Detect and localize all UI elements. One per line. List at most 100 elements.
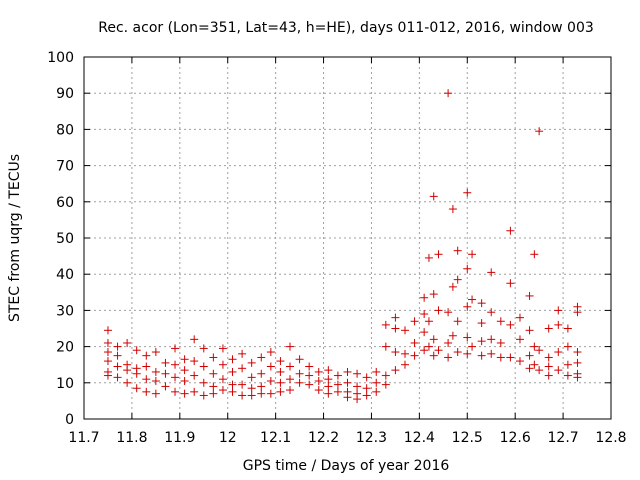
data-point <box>563 371 572 380</box>
data-point <box>525 326 534 335</box>
data-point <box>238 349 247 358</box>
data-point <box>209 353 218 362</box>
y-tick-label: 100 <box>47 50 74 66</box>
data-point <box>372 387 381 396</box>
data-point <box>420 293 429 302</box>
data-point <box>554 306 563 315</box>
x-tick-label: 12.7 <box>548 430 579 446</box>
data-point <box>535 366 544 375</box>
data-point <box>333 387 342 396</box>
data-point <box>190 335 199 344</box>
data-point <box>324 389 333 398</box>
data-point <box>257 382 266 391</box>
data-point <box>276 357 285 366</box>
data-point <box>171 387 180 396</box>
x-tick-label: 11.7 <box>68 430 99 446</box>
data-point <box>142 351 151 360</box>
data-point <box>209 389 218 398</box>
data-point <box>463 333 472 342</box>
data-point <box>372 378 381 387</box>
data-point <box>218 360 227 369</box>
data-point <box>477 337 486 346</box>
data-point <box>238 380 247 389</box>
x-tick-label: 12.8 <box>595 430 626 446</box>
data-point <box>554 320 563 329</box>
data-point <box>453 317 462 326</box>
data-point <box>151 389 160 398</box>
data-point <box>295 378 304 387</box>
x-tick-label: 12.3 <box>356 430 387 446</box>
data-point <box>324 366 333 375</box>
data-point <box>353 382 362 391</box>
data-point <box>190 371 199 380</box>
data-point <box>448 331 457 340</box>
data-point <box>199 378 208 387</box>
data-point <box>314 386 323 395</box>
data-point <box>324 375 333 384</box>
data-point <box>276 387 285 396</box>
data-point <box>151 348 160 357</box>
data-point <box>444 308 453 317</box>
data-point <box>247 391 256 400</box>
data-point <box>228 355 237 364</box>
data-point <box>218 386 227 395</box>
data-point <box>123 366 132 375</box>
data-point <box>247 373 256 382</box>
data-point <box>142 387 151 396</box>
data-point <box>142 375 151 384</box>
data-point <box>487 349 496 358</box>
y-tick-label: 40 <box>56 267 74 283</box>
data-point <box>333 380 342 389</box>
data-point <box>266 389 275 398</box>
data-point <box>506 279 515 288</box>
data-point <box>190 387 199 396</box>
data-point <box>238 391 247 400</box>
data-point <box>477 299 486 308</box>
y-tick-label: 0 <box>65 412 74 428</box>
data-point <box>381 371 390 380</box>
y-tick-label: 20 <box>56 340 74 356</box>
data-point <box>496 317 505 326</box>
data-point <box>429 335 438 344</box>
data-point <box>573 348 582 357</box>
data-point <box>448 282 457 291</box>
data-point <box>400 349 409 358</box>
data-point <box>544 324 553 333</box>
data-point <box>434 346 443 355</box>
data-points <box>103 89 582 404</box>
data-point <box>391 366 400 375</box>
data-point <box>381 320 390 329</box>
data-point <box>468 342 477 351</box>
data-point <box>468 295 477 304</box>
data-point <box>453 246 462 255</box>
x-tick-labels: 11.7 11.8 11.9 12 12.1 12.2 12.3 12.4 12.5 12.6 12… <box>68 430 626 446</box>
data-point <box>314 376 323 385</box>
data-point <box>362 373 371 382</box>
data-point <box>420 310 429 319</box>
data-point <box>161 369 170 378</box>
data-point <box>429 192 438 201</box>
data-point <box>429 290 438 299</box>
data-point <box>123 338 132 347</box>
data-point <box>463 302 472 311</box>
data-point <box>314 367 323 376</box>
data-point <box>103 357 112 366</box>
data-point <box>525 364 534 373</box>
data-point <box>228 380 237 389</box>
data-point <box>477 351 486 360</box>
data-point <box>161 382 170 391</box>
data-point <box>180 389 189 398</box>
data-point <box>343 378 352 387</box>
data-point <box>247 384 256 393</box>
data-point <box>400 326 409 335</box>
data-point <box>199 362 208 371</box>
data-point <box>103 338 112 347</box>
data-point <box>324 382 333 391</box>
data-point <box>372 367 381 376</box>
y-tick-label: 30 <box>56 303 74 319</box>
chart-title: Rec. acor (Lon=351, Lat=43, h=HE), days … <box>98 20 594 36</box>
data-point <box>218 375 227 384</box>
data-point <box>410 338 419 347</box>
data-point <box>496 338 505 347</box>
y-axis-label: STEC from uqrg / TECUs <box>7 154 23 322</box>
